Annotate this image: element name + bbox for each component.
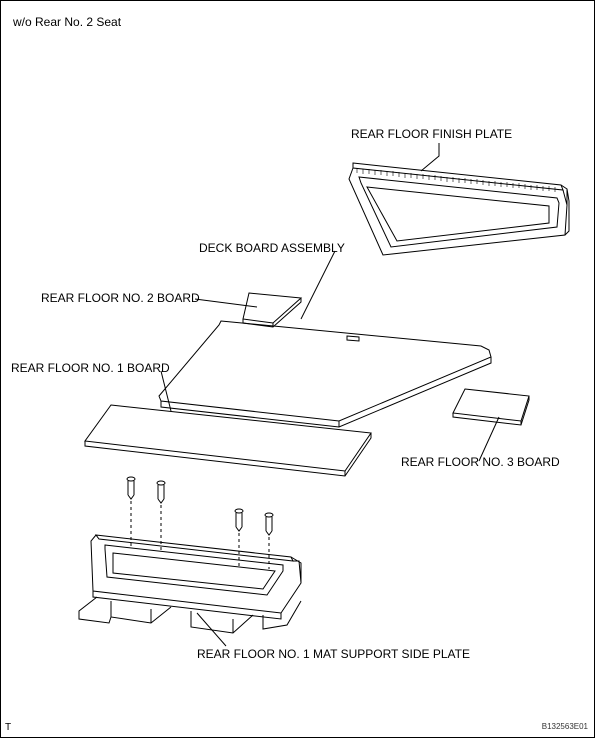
- part-rear-floor-no2-board: [243, 293, 301, 327]
- part-rear-floor-no3-board: [453, 389, 529, 425]
- label-deck-board-assembly: DECK BOARD ASSEMBLY: [199, 241, 345, 255]
- part-rear-floor-finish-plate: [349, 163, 569, 255]
- part-rear-floor-no1-board: [85, 405, 371, 476]
- part-deck-board-assembly: [159, 321, 491, 427]
- label-rear-floor-no2-board: REAR FLOOR NO. 2 BOARD: [41, 291, 200, 305]
- diagram-frame: w/o Rear No. 2 Seat: [0, 0, 595, 738]
- corner-mark: T: [5, 722, 11, 733]
- label-rear-floor-no1-board: REAR FLOOR NO. 1 BOARD: [11, 361, 170, 375]
- label-mat-support-side-plate: REAR FLOOR NO. 1 MAT SUPPORT SIDE PLATE: [197, 647, 470, 661]
- leader-lines: [161, 143, 499, 646]
- label-rear-floor-finish-plate: REAR FLOOR FINISH PLATE: [351, 127, 512, 141]
- part-mat-support-side-plate: [79, 477, 301, 633]
- image-id: B132563E01: [542, 722, 588, 731]
- label-rear-floor-no3-board: REAR FLOOR NO. 3 BOARD: [401, 455, 560, 469]
